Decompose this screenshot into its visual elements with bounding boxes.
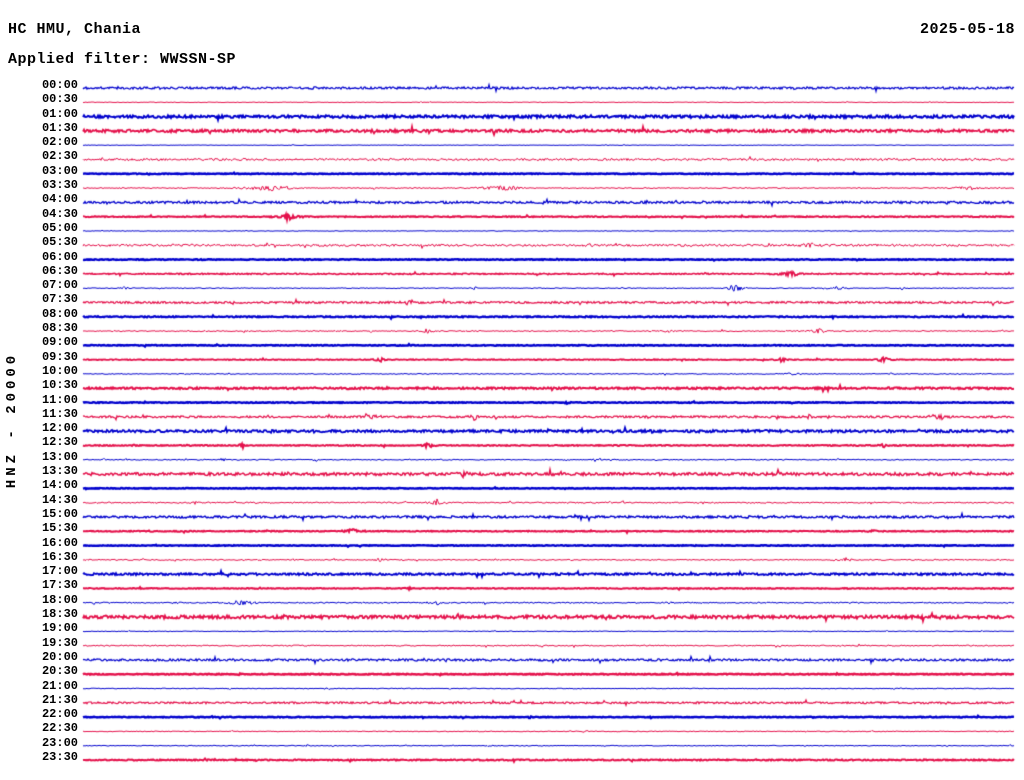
time-label-05-30: 05:30 [41,235,78,250]
time-label-12-30: 12:30 [41,435,78,450]
time-label-column: 00:00 00:30 01:00 01:30 02:00 02:30 03:00 03:30… [0,78,1024,780]
time-label-11-00: 11:00 [41,392,78,407]
time-label-04-30: 04:30 [41,206,78,221]
time-label-18-00: 18:00 [41,592,78,607]
time-label-23-00: 23:00 [41,735,78,750]
time-label-18-30: 18:30 [41,607,78,622]
time-label-10-00: 10:00 [41,363,78,378]
time-label-01-30: 01:30 [41,120,78,135]
time-label-17-00: 17:00 [41,564,78,579]
time-label-07-30: 07:30 [41,292,78,307]
record-date: 2025-05-18 [919,21,1015,38]
time-label-17-30: 17:30 [41,578,78,593]
time-label-15-00: 15:00 [41,506,78,521]
time-label-11-30: 11:30 [41,406,78,421]
time-label-21-30: 21:30 [41,692,78,707]
time-label-06-00: 06:00 [41,249,78,264]
time-label-00-30: 00:30 [41,92,78,107]
time-label-06-30: 06:30 [41,263,78,278]
time-label-16-00: 16:00 [41,535,78,550]
time-label-13-30: 13:30 [41,464,78,479]
time-label-02-30: 02:30 [41,149,78,164]
time-label-10-30: 10:30 [41,378,78,393]
time-label-04-00: 04:00 [41,192,78,207]
time-label-13-00: 13:00 [41,449,78,464]
time-label-22-30: 22:30 [41,721,78,736]
time-label-14-30: 14:30 [41,492,78,507]
time-label-23-30: 23:30 [41,750,78,764]
time-label-07-00: 07:00 [41,278,78,293]
time-label-09-30: 09:30 [41,349,78,364]
time-label-20-30: 20:30 [41,664,78,679]
time-label-21-00: 21:00 [41,678,78,693]
station-title: HC HMU, Chania [8,21,142,38]
time-label-03-00: 03:00 [41,163,78,178]
time-label-15-30: 15:30 [41,521,78,536]
time-label-19-00: 19:00 [41,621,78,636]
time-label-03-30: 03:30 [41,178,78,193]
applied-filter-label: Applied filter: WWSSN-SP [8,51,237,68]
time-label-16-30: 16:30 [41,549,78,564]
time-label-05-00: 05:00 [41,220,78,235]
time-label-09-00: 09:00 [41,335,78,350]
time-label-12-00: 12:00 [41,421,78,436]
time-label-22-00: 22:00 [41,707,78,722]
time-label-14-00: 14:00 [41,478,78,493]
time-label-01-00: 01:00 [41,106,78,121]
time-label-20-00: 20:00 [41,649,78,664]
time-label-19-30: 19:30 [41,635,78,650]
time-label-00-00: 00:00 [41,78,78,92]
time-label-08-30: 08:30 [41,321,78,336]
time-label-08-00: 08:00 [41,306,78,321]
time-label-02-00: 02:00 [41,135,78,150]
